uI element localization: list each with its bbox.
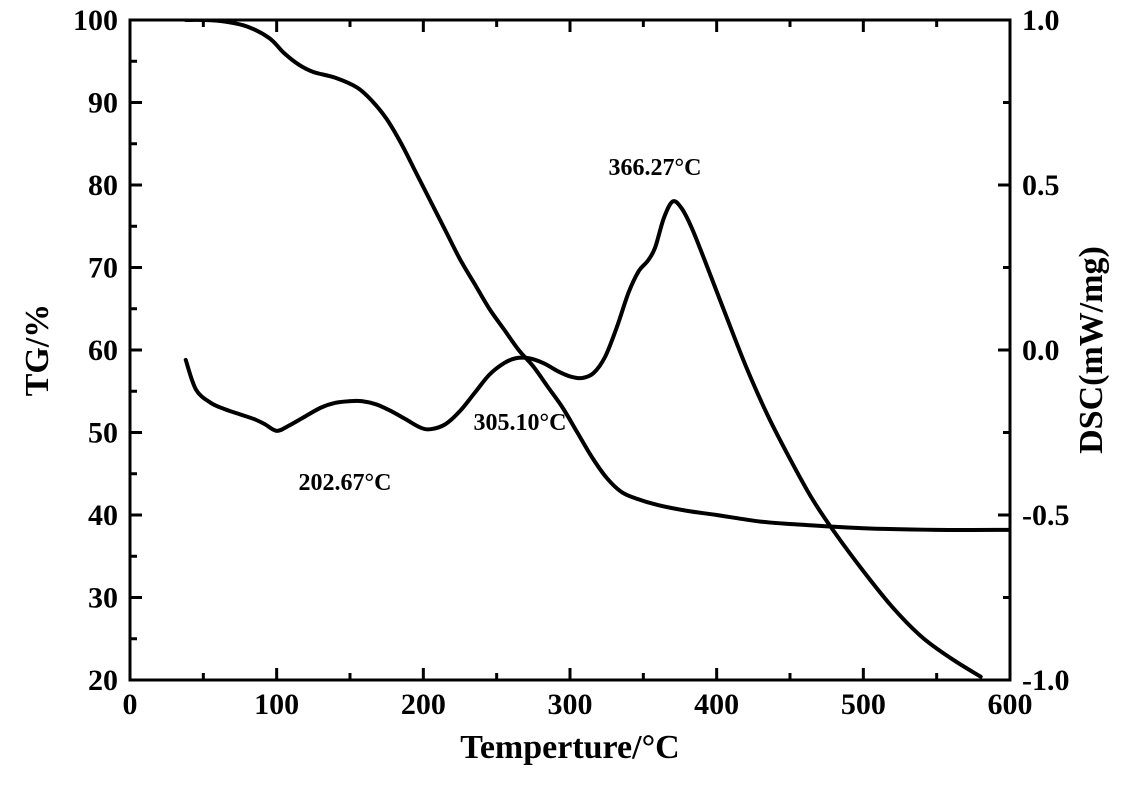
- x-tick-label: 500: [841, 688, 886, 721]
- annotation-label: 202.67°C: [299, 470, 392, 496]
- y-right-tick-label: 1.0: [1022, 4, 1060, 37]
- y-left-tick-label: 50: [88, 417, 118, 450]
- y-left-tick-label: 100: [73, 4, 118, 37]
- x-tick-label: 300: [548, 688, 593, 721]
- tg-dsc-chart: 01002003004005006002030405060708090100-1…: [0, 0, 1128, 795]
- y-left-tick-label: 40: [88, 499, 118, 532]
- y-right-tick-label: -0.5: [1022, 499, 1070, 532]
- y-left-tick-label: 20: [88, 664, 118, 697]
- y-left-axis-label: TG/%: [19, 304, 56, 397]
- x-tick-label: 200: [401, 688, 446, 721]
- y-left-tick-label: 90: [88, 87, 118, 120]
- annotation-label: 305.10°C: [474, 410, 567, 436]
- annotation-label: 366.27°C: [609, 155, 702, 181]
- y-right-tick-label: 0.0: [1022, 334, 1060, 367]
- y-left-tick-label: 70: [88, 252, 118, 285]
- x-axis-label: Temperture/°C: [460, 729, 679, 766]
- chart-svg: 01002003004005006002030405060708090100-1…: [0, 0, 1128, 795]
- x-tick-label: 0: [123, 688, 138, 721]
- x-tick-label: 100: [254, 688, 299, 721]
- y-right-tick-label: -1.0: [1022, 664, 1070, 697]
- x-tick-label: 400: [694, 688, 739, 721]
- y-left-tick-label: 60: [88, 334, 118, 367]
- y-right-tick-label: 0.5: [1022, 169, 1060, 202]
- y-left-tick-label: 80: [88, 169, 118, 202]
- y-right-axis-label: DSC(mW/mg): [1073, 246, 1110, 454]
- y-left-tick-label: 30: [88, 582, 118, 615]
